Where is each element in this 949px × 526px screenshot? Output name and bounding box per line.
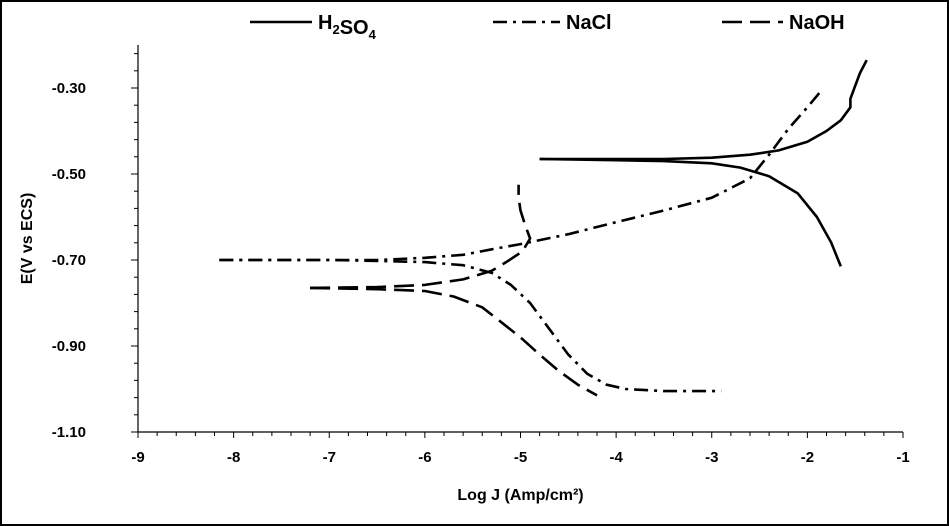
cathodic-branch-line [219,258,722,393]
legend-label: NaOH [789,12,845,34]
y-axis-title: E(V vs ECS) [19,193,36,285]
x-tick-label: -3 [705,449,718,466]
cathodic-branch-line [310,286,598,397]
x-tick-label: -2 [801,449,814,466]
y-tick-label: -0.50 [52,166,86,183]
tick-labels: -9 -8 -7 -6 -5 -4 -3 -2 -1 -0.30 -0.50 -0.70 -0.90 -1… [52,80,910,466]
axes [137,45,903,433]
y-tick-label: -0.30 [52,80,86,97]
legend-label: NaCl [566,12,612,34]
y-tick-label: -0.90 [52,338,86,355]
y-tick-label: -0.70 [52,252,86,269]
anodic-branch-line [539,59,868,161]
legend: H2SO4 NaCl NaOH [250,12,845,42]
series-1 [539,59,868,267]
legend-item-1: H2SO4 [250,12,377,42]
ticks [131,53,904,438]
legend-label: H2SO4 [318,12,377,42]
x-tick-label: -8 [227,449,240,466]
cathodic-branch-line [539,157,843,267]
x-axis-title: Log J (Amp/cm²) [457,487,583,504]
x-tick-label: -1 [896,449,909,466]
x-tick-label: -7 [323,449,336,466]
legend-item-2: NaCl [493,12,612,34]
anodic-branch-line [310,184,532,290]
x-tick-label: -4 [609,449,623,466]
series-2 [219,89,823,393]
series-3 [310,184,598,397]
y-tick-label: -1.10 [52,424,86,441]
x-tick-label: -9 [131,449,144,466]
anodic-branch-line [219,89,823,262]
x-tick-label: -5 [514,449,527,466]
x-tick-label: -6 [418,449,431,466]
series-layer [219,59,868,397]
legend-item-3: NaOH [722,12,845,34]
